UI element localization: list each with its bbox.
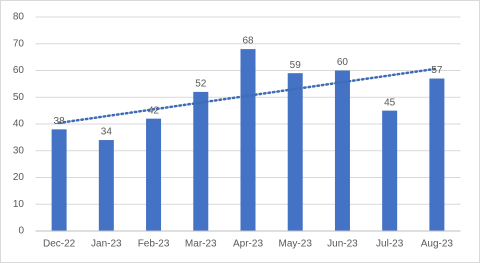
bar <box>51 129 67 231</box>
y-tick-label: 50 <box>13 92 25 103</box>
bar <box>334 70 350 231</box>
x-tick-label: Jan-23 <box>91 239 122 250</box>
y-tick-label: 70 <box>13 38 25 49</box>
y-tick-label: 80 <box>13 12 25 23</box>
y-tick-label: 60 <box>13 65 25 76</box>
y-tick-label: 20 <box>13 172 25 183</box>
data-label: 68 <box>242 36 254 47</box>
x-tick-label: Mar-23 <box>185 239 217 250</box>
data-label: 59 <box>290 60 302 71</box>
bar <box>193 91 209 232</box>
x-tick-label: Apr-23 <box>233 239 263 250</box>
bar <box>146 118 162 231</box>
y-tick-label: 40 <box>13 119 25 130</box>
bar <box>240 49 256 231</box>
data-label: 52 <box>195 79 207 90</box>
y-tick-label: 0 <box>18 226 24 237</box>
x-tick-label: Dec-22 <box>43 239 76 250</box>
x-tick-label: Jul-23 <box>376 239 404 250</box>
x-tick-label: Jun-23 <box>327 239 358 250</box>
data-label: 34 <box>101 127 113 138</box>
data-label: 42 <box>148 105 160 116</box>
x-tick-label: May-23 <box>279 239 313 250</box>
y-tick-label: 10 <box>13 199 25 210</box>
bar <box>382 110 398 231</box>
x-tick-label: Aug-23 <box>421 239 454 250</box>
data-label: 60 <box>337 57 349 68</box>
bar <box>429 78 445 232</box>
x-tick-label: Feb-23 <box>138 239 170 250</box>
bar <box>287 73 303 231</box>
trendline <box>57 67 439 125</box>
data-label: 57 <box>431 65 443 76</box>
y-tick-label: 30 <box>13 145 25 156</box>
data-label: 45 <box>384 97 396 108</box>
data-label: 38 <box>54 116 66 127</box>
bar <box>98 140 114 231</box>
